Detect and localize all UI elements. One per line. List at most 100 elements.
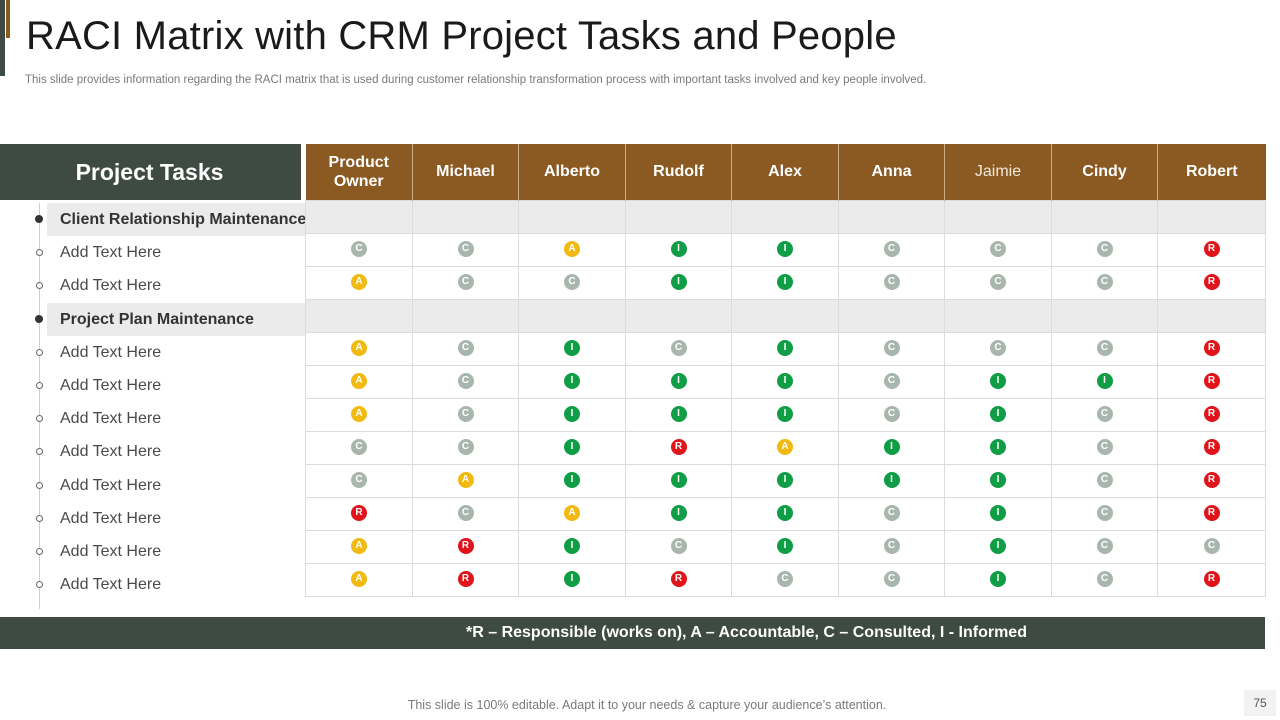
matrix-cell: C xyxy=(625,331,732,366)
matrix-cell: R xyxy=(1157,463,1266,498)
raci-badge-r: R xyxy=(1203,373,1220,390)
matrix-cell: I xyxy=(944,397,1052,432)
raci-badge-c: C xyxy=(670,538,687,555)
task-timeline-line xyxy=(39,203,40,609)
task-label: Add Text Here xyxy=(60,244,162,262)
matrix-cell xyxy=(1157,199,1266,234)
matrix-cell: C xyxy=(838,529,945,564)
task-row: Add Text Here xyxy=(0,336,305,369)
matrix-cell: I xyxy=(838,463,945,498)
task-label: Add Text Here xyxy=(60,576,162,594)
raci-badge-c: C xyxy=(1096,340,1113,357)
matrix-cell: I xyxy=(518,562,626,597)
page-number: 75 xyxy=(1244,690,1276,716)
raci-badge-c: C xyxy=(777,571,793,588)
task-label: Add Text Here xyxy=(60,277,162,295)
matrix-cell: C xyxy=(731,562,839,597)
matrix-cell: I xyxy=(731,331,839,366)
matrix-cell: C xyxy=(944,265,1052,300)
matrix-cell: C xyxy=(305,232,413,267)
raci-badge-i: I xyxy=(564,340,580,357)
raci-badge-c: C xyxy=(351,439,367,456)
matrix-cell: C xyxy=(838,397,945,432)
person-header-michael: Michael xyxy=(412,144,519,200)
raci-badge-c: C xyxy=(883,340,900,357)
matrix-cell: I xyxy=(518,430,626,465)
person-header-alberto: Alberto xyxy=(518,144,626,200)
raci-badge-r: R xyxy=(351,505,367,522)
matrix-cell: A xyxy=(305,397,413,432)
matrix-cell: R xyxy=(1157,364,1266,399)
matrix-cell: A xyxy=(305,562,413,597)
raci-badge-c: C xyxy=(1096,505,1113,522)
matrix-cell: C xyxy=(412,397,519,432)
raci-badge-i: I xyxy=(670,274,687,291)
hollow-bullet-icon xyxy=(36,581,43,589)
matrix-cell xyxy=(412,298,519,333)
matrix-cell xyxy=(1051,298,1158,333)
raci-badge-c: C xyxy=(457,340,474,357)
raci-badge-c: C xyxy=(883,571,900,588)
hollow-bullet-icon xyxy=(36,282,43,290)
raci-badge-r: R xyxy=(670,439,687,456)
matrix-cell: C xyxy=(838,331,945,366)
raci-legend-text: *R – Responsible (works on), A – Account… xyxy=(466,624,1027,641)
filled-bullet-icon xyxy=(35,215,43,223)
person-header-rudolf: Rudolf xyxy=(625,144,732,200)
raci-badge-a: A xyxy=(351,571,367,588)
raci-badge-i: I xyxy=(883,439,900,456)
raci-badge-r: R xyxy=(1203,406,1220,423)
matrix-cell: C xyxy=(625,529,732,564)
project-tasks-header: Project Tasks xyxy=(0,144,301,200)
matrix-cell xyxy=(838,199,945,234)
task-row: Add Text Here xyxy=(0,502,305,535)
matrix-group-row xyxy=(305,298,1266,333)
matrix-cell: C xyxy=(1051,496,1158,531)
task-group-background xyxy=(47,203,305,236)
raci-badge-i: I xyxy=(777,406,793,423)
hollow-bullet-icon xyxy=(36,415,43,423)
raci-badge-c: C xyxy=(883,505,900,522)
raci-badge-c: C xyxy=(457,406,474,423)
matrix-cell: A xyxy=(305,265,413,300)
raci-badge-r: R xyxy=(1203,439,1220,456)
raci-badge-a: A xyxy=(351,373,367,390)
raci-badge-r: R xyxy=(1203,472,1220,489)
raci-badge-i: I xyxy=(990,406,1006,423)
matrix-cell: I xyxy=(731,397,839,432)
raci-badge-c: C xyxy=(351,241,367,258)
raci-badge-r: R xyxy=(670,571,687,588)
matrix-cell: A xyxy=(305,529,413,564)
hollow-bullet-icon xyxy=(36,249,43,257)
matrix-cell: I xyxy=(731,496,839,531)
raci-badge-r: R xyxy=(457,571,474,588)
matrix-cell: A xyxy=(412,463,519,498)
task-row: Add Text Here xyxy=(0,469,305,502)
matrix-cell: C xyxy=(838,265,945,300)
hollow-bullet-icon xyxy=(36,548,43,555)
matrix-cell: I xyxy=(731,265,839,300)
matrix-cell: I xyxy=(518,529,626,564)
raci-badge-c: C xyxy=(670,340,687,357)
raci-badge-i: I xyxy=(564,439,580,456)
matrix-cell xyxy=(305,298,413,333)
matrix-cell: I xyxy=(625,397,732,432)
matrix-cell xyxy=(625,298,732,333)
raci-badge-c: C xyxy=(1096,538,1113,555)
raci-badge-i: I xyxy=(777,505,793,522)
raci-badge-i: I xyxy=(564,406,580,423)
raci-badge-i: I xyxy=(990,439,1006,456)
matrix-cell: I xyxy=(944,364,1052,399)
raci-badge-i: I xyxy=(564,373,580,390)
matrix-cell xyxy=(1157,298,1266,333)
matrix-cell: I xyxy=(625,364,732,399)
matrix-cell: I xyxy=(731,529,839,564)
raci-badge-r: R xyxy=(1203,274,1220,291)
task-label: Add Text Here xyxy=(60,377,162,394)
matrix-cell xyxy=(625,199,732,234)
matrix-cell xyxy=(1051,199,1158,234)
matrix-cell: I xyxy=(518,331,626,366)
